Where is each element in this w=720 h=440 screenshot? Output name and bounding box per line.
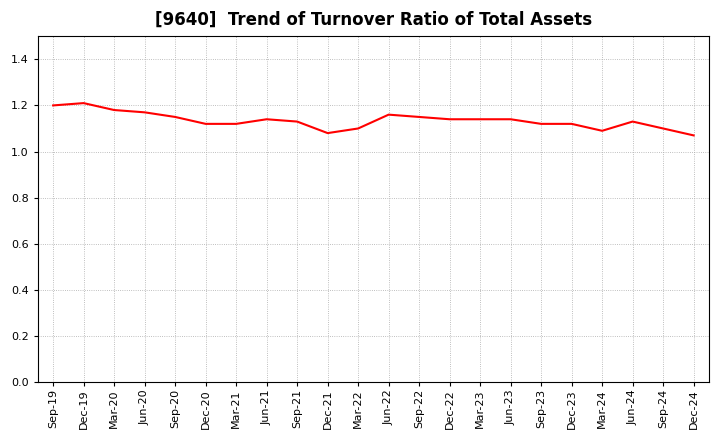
Title: [9640]  Trend of Turnover Ratio of Total Assets: [9640] Trend of Turnover Ratio of Total … xyxy=(155,11,592,29)
